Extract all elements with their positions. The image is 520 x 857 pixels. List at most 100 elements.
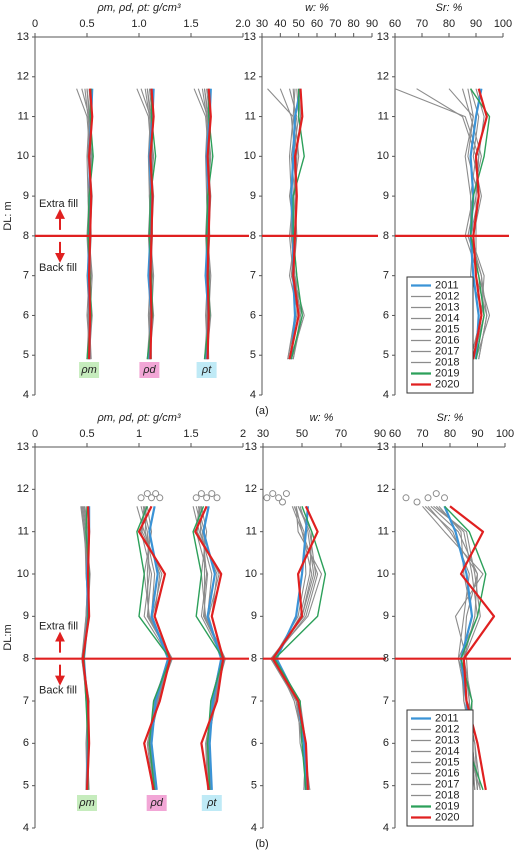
profile-line [148,506,170,791]
y-tick-label: 7 [23,270,29,282]
legend-label: 2018 [435,789,459,801]
x-tick-label: 30 [256,18,268,30]
y-tick-label: 10 [377,568,389,580]
x-tick-label: 0 [32,18,38,30]
y-tick-label: 9 [383,610,389,622]
group-label-box [79,362,100,378]
profile-line [288,88,304,360]
y-tick-label: 12 [17,71,29,83]
group-label: ρt [206,797,217,809]
profile-line [194,505,225,791]
data-circle [213,494,221,502]
y-tick-label: 8 [383,230,389,242]
group-label: ρm [78,797,94,809]
x-tick-label: 0 [32,428,38,440]
chart-title: w: % [305,2,329,14]
x-tick-label: 30 [257,428,269,440]
group-label-box [146,795,167,811]
y-tick-label: 7 [383,270,389,282]
y-tick-label: 4 [383,389,389,401]
legend-label: 2016 [435,334,459,346]
y-tick-label: 12 [377,483,389,495]
data-circle [147,494,155,502]
data-circle [402,494,410,502]
legend-label: 2020 [435,378,459,390]
y-tick-label: 8 [23,653,29,665]
legend-label: 2014 [435,312,459,324]
data-circle [156,494,164,502]
y-tick-label: 5 [250,349,256,361]
profile-line [137,505,172,791]
y-tick-label: 7 [250,270,256,282]
legend-label: 2019 [435,800,459,812]
x-tick-label: 80 [348,18,360,30]
chart-title: Sr: % [437,412,464,424]
y-tick-label: 13 [377,31,389,43]
x-tick-label: 70 [416,18,428,30]
caption: (b) [255,838,268,850]
y-tick-label: 5 [23,349,29,361]
x-tick-label: 70 [335,428,347,440]
legend-label: 2011 [435,712,459,724]
profile-line [472,88,488,360]
group-label-box [77,795,97,811]
caption: (a) [255,405,268,417]
y-tick-label: 9 [23,610,29,622]
x-tick-label: 1.0 [131,18,146,30]
annotation: Back fill [39,685,77,697]
x-tick-label: 1.5 [183,428,198,440]
y-tick-label: 8 [250,230,256,242]
y-tick-label: 8 [251,653,257,665]
x-tick-label: 70 [329,18,341,30]
y-tick-label: 13 [377,441,389,453]
y-tick-label: 4 [23,389,29,401]
profile-line [81,506,91,790]
x-tick-label: 70 [416,428,428,440]
y-tick-label: 4 [250,389,256,401]
legend-label: 2016 [435,767,459,779]
x-tick-label: 80 [444,428,456,440]
x-tick-label: 100 [494,18,512,30]
group-label: ρm [80,364,96,376]
y-tick-label: 11 [18,526,29,538]
y-tick-label: 9 [250,190,256,202]
y-tick-label: 6 [383,309,389,321]
legend-label: 2013 [435,301,459,313]
data-circle [424,494,432,502]
annotation: Back fill [39,262,77,274]
legend-label: 2017 [435,345,459,357]
y-tick-label: 4 [383,822,389,834]
legend-label: 2019 [435,367,459,379]
data-circle [143,490,151,498]
profile-line [449,505,496,791]
x-tick-label: 0.5 [79,18,94,30]
data-circle [152,490,160,498]
group-label: ρd [142,364,156,376]
y-tick-label: 8 [383,653,389,665]
y-axis-label: DL:m [2,624,14,650]
x-tick-label: 2.0 [235,18,250,30]
legend-label: 2017 [435,778,459,790]
y-tick-label: 11 [378,526,389,538]
y-tick-label: 9 [383,190,389,202]
x-tick-label: 1.5 [183,18,198,30]
y-tick-label: 5 [383,349,389,361]
x-tick-label: 2 [240,428,246,440]
y-tick-label: 6 [23,737,29,749]
y-tick-label: 11 [245,110,256,122]
y-tick-label: 11 [246,526,257,538]
legend-label: 2012 [435,723,459,735]
annotation: Extra fill [39,198,78,210]
y-tick-label: 10 [17,150,29,162]
profile-line [195,506,224,790]
y-tick-label: 10 [17,568,29,580]
legend-label: 2014 [435,745,459,757]
x-tick-label: 50 [293,18,305,30]
y-tick-label: 4 [251,822,257,834]
legend-label: 2012 [435,290,459,302]
data-circle [203,494,211,502]
profile-line [88,88,94,360]
y-tick-label: 13 [245,441,257,453]
y-tick-label: 11 [378,110,389,122]
